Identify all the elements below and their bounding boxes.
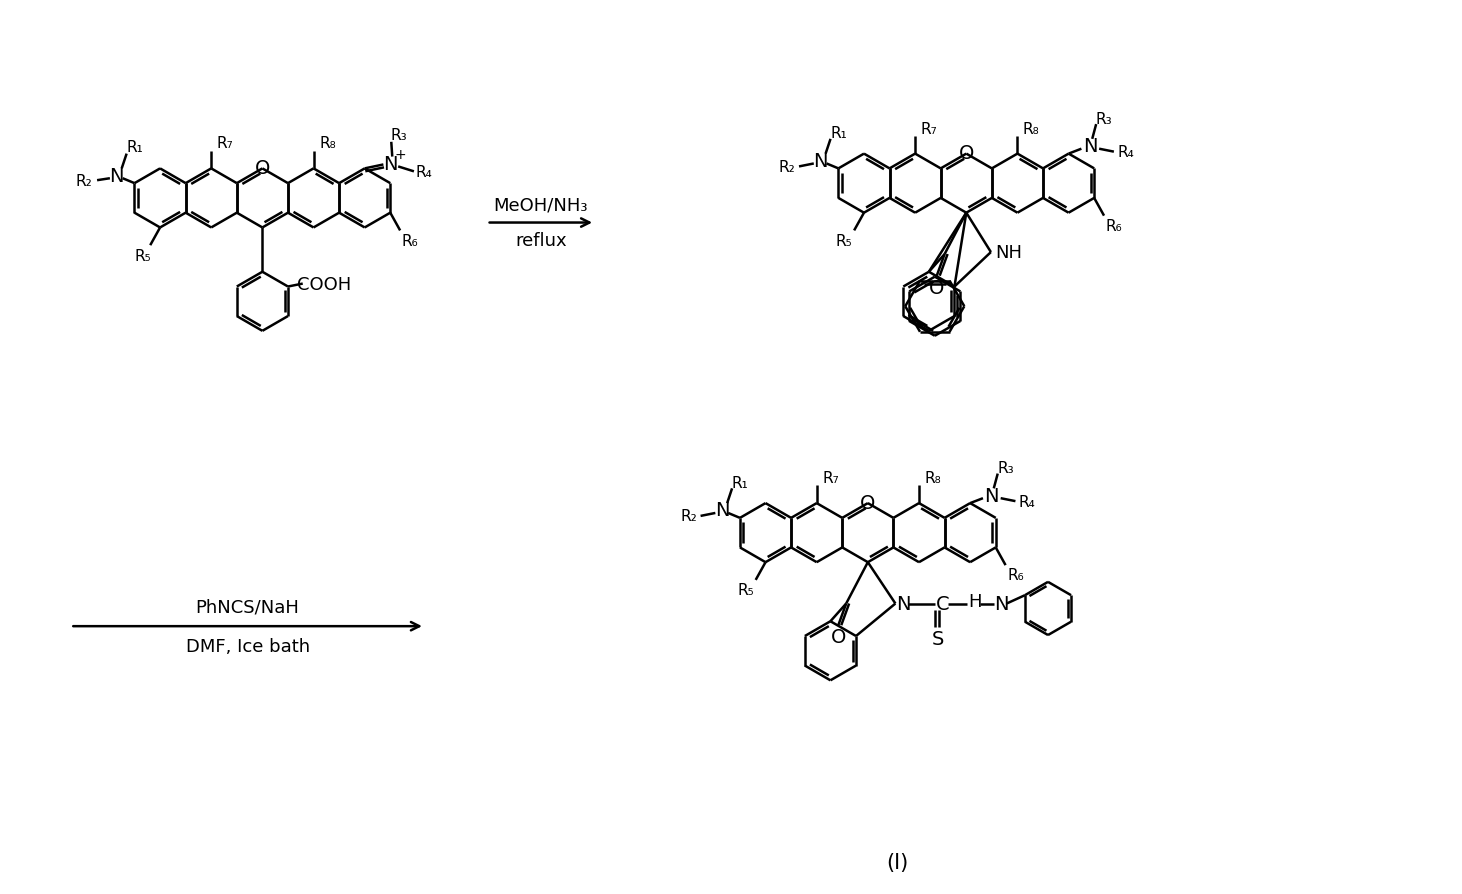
Text: R₇: R₇: [216, 136, 234, 151]
Text: R₁: R₁: [731, 476, 749, 491]
Text: R₂: R₂: [779, 160, 795, 174]
Text: O: O: [959, 144, 974, 163]
Text: R₈: R₈: [1023, 122, 1039, 137]
Text: R₄: R₄: [415, 164, 433, 180]
Text: COOH: COOH: [297, 275, 351, 293]
Text: N: N: [110, 166, 124, 186]
Text: (I): (I): [886, 853, 908, 873]
Text: R₅: R₅: [135, 249, 151, 263]
Text: C: C: [936, 595, 949, 613]
Text: R₂: R₂: [76, 173, 92, 189]
Text: NH: NH: [996, 244, 1022, 262]
Text: R₁: R₁: [126, 140, 143, 155]
Text: R₄: R₄: [1019, 494, 1035, 509]
Text: N: N: [1083, 137, 1098, 156]
Text: R₃: R₃: [1095, 112, 1113, 127]
Text: O: O: [928, 279, 944, 298]
Text: R₆: R₆: [1105, 219, 1123, 233]
Text: R₆: R₆: [402, 233, 418, 249]
Text: PhNCS/NaH: PhNCS/NaH: [196, 598, 300, 616]
Text: R₄: R₄: [1117, 145, 1135, 160]
Text: R₂: R₂: [680, 509, 697, 524]
Text: R₆: R₆: [1007, 568, 1023, 583]
Text: O: O: [830, 628, 846, 646]
Text: N: N: [813, 152, 827, 171]
Text: N: N: [994, 595, 1009, 613]
Text: R₈: R₈: [924, 470, 942, 485]
Text: S: S: [931, 629, 944, 649]
Text: R₇: R₇: [822, 470, 839, 485]
Text: DMF, Ice bath: DMF, Ice bath: [186, 637, 310, 655]
Text: R₈: R₈: [319, 136, 336, 151]
Text: R₃: R₃: [997, 460, 1015, 476]
Text: O: O: [254, 159, 270, 178]
Text: R₃: R₃: [390, 128, 408, 143]
Text: N: N: [383, 155, 398, 173]
Text: R₁: R₁: [830, 126, 846, 141]
Text: MeOH/NH₃: MeOH/NH₃: [494, 197, 588, 215]
Text: R₇: R₇: [921, 122, 937, 137]
Text: reflux: reflux: [515, 232, 567, 250]
Text: N: N: [715, 501, 730, 520]
Text: R₅: R₅: [836, 233, 852, 249]
Text: R₅: R₅: [737, 583, 754, 597]
Text: N: N: [896, 595, 911, 613]
Text: +: +: [395, 148, 406, 162]
Text: O: O: [860, 493, 876, 512]
Text: N: N: [984, 486, 999, 505]
Text: H: H: [968, 592, 982, 610]
